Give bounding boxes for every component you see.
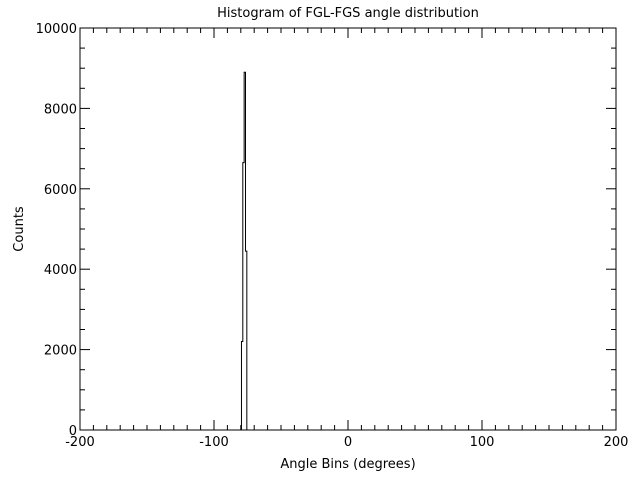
y-tick-label: 0: [69, 424, 77, 439]
x-tick-label: 100: [470, 435, 495, 450]
y-tick-label: 2000: [44, 344, 77, 359]
x-tick-label: -100: [199, 435, 229, 450]
histogram-line: [240, 71, 249, 431]
y-tick-label: 6000: [44, 183, 77, 198]
x-axis-label: Angle Bins (degrees): [280, 457, 415, 472]
plot-frame: [79, 27, 617, 431]
y-tick-label: 8000: [44, 102, 77, 117]
y-tick-label: 4000: [44, 263, 77, 278]
chart-title: Histogram of FGL-FGS angle distribution: [217, 6, 479, 21]
x-tick-label: 200: [604, 435, 629, 450]
x-tick-label: -200: [65, 435, 95, 450]
y-axis-label: Counts: [12, 206, 27, 252]
x-tick-label: 0: [344, 435, 352, 450]
y-tick-label: 10000: [36, 22, 77, 37]
